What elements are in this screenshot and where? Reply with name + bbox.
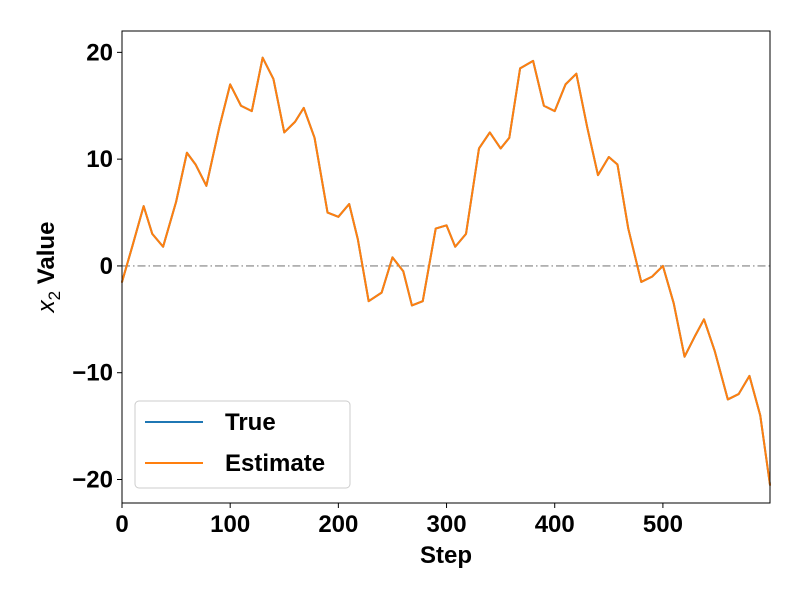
x-tick-label: 100 [210, 511, 250, 538]
x-tick-label: 200 [318, 511, 358, 538]
y-tick-label: 20 [86, 39, 113, 66]
y-axis-label: x2 Value [33, 222, 64, 314]
x-tick-label: 0 [115, 511, 128, 538]
x-tick-label: 500 [643, 511, 683, 538]
y-tick-label: 10 [86, 146, 113, 173]
series-line-estimate [121, 56, 771, 486]
legend-label-estimate: Estimate [225, 450, 325, 477]
x-tick-label: 300 [427, 511, 467, 538]
legend-label-true: True [225, 409, 276, 436]
y-axis-label-var: x [33, 299, 60, 313]
y-axis-label-text: Value [33, 222, 60, 291]
legend: True Estimate [134, 400, 351, 489]
plot-frame [121, 30, 771, 504]
y-tick-label: 0 [100, 253, 113, 280]
y-tick-label: −10 [72, 360, 113, 387]
x-axis-label: Step [420, 542, 472, 569]
x-tick-label: 400 [535, 511, 575, 538]
y-axis-label-subscript: 2 [45, 291, 64, 300]
y-tick-label: −20 [72, 467, 113, 494]
